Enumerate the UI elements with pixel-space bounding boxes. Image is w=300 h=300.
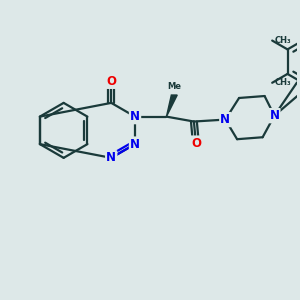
Polygon shape <box>167 95 177 117</box>
Text: CH₃: CH₃ <box>274 36 291 45</box>
Text: O: O <box>106 75 116 88</box>
Text: N: N <box>130 138 140 151</box>
Text: N: N <box>220 113 230 126</box>
Text: Me: Me <box>167 82 181 91</box>
Text: N: N <box>130 110 140 123</box>
Text: N: N <box>269 109 279 122</box>
Text: N: N <box>106 152 116 164</box>
Text: CH₃: CH₃ <box>274 78 291 87</box>
Text: O: O <box>191 136 201 150</box>
